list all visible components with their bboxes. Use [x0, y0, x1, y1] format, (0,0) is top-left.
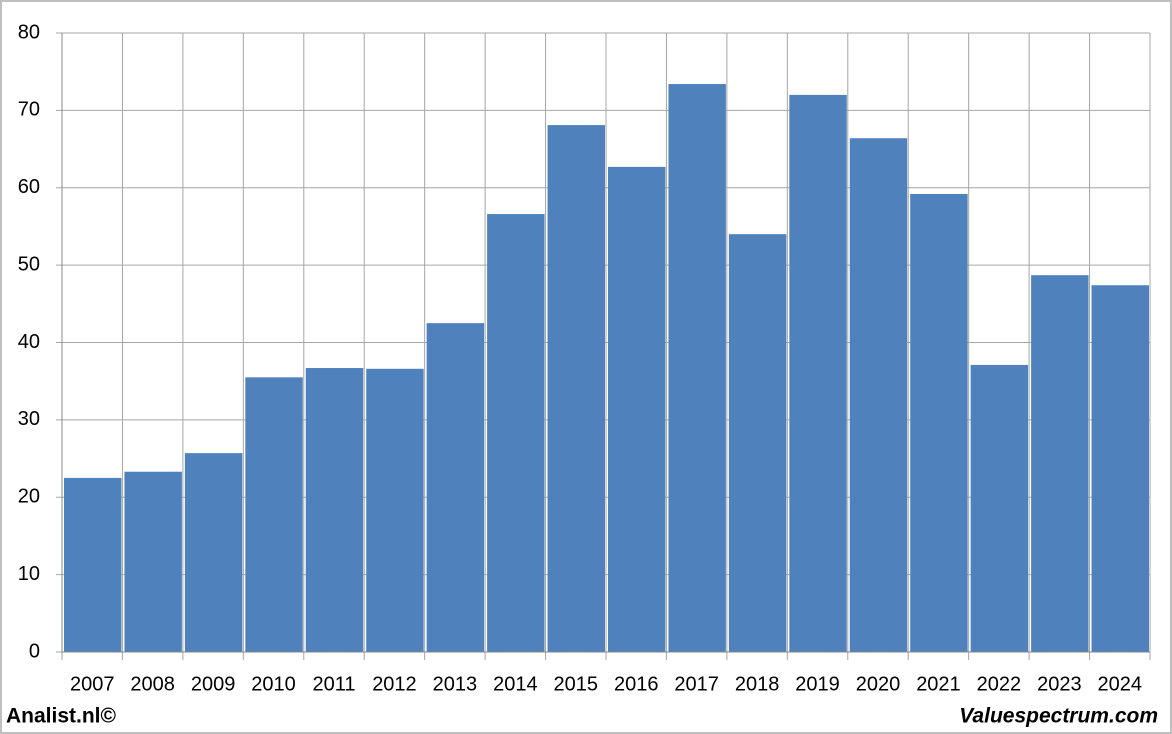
- bar: [668, 84, 726, 652]
- x-tick-label: 2008: [130, 673, 175, 695]
- footer-left: Analist.nl©: [6, 705, 117, 728]
- y-tick-label: 30: [18, 408, 40, 430]
- x-tick-label: 2015: [554, 673, 599, 695]
- x-tick-label: 2024: [1098, 673, 1143, 695]
- x-tick-label: 2019: [795, 673, 840, 695]
- bar: [910, 193, 968, 652]
- y-tick-label: 60: [18, 176, 40, 198]
- bar: [366, 368, 424, 652]
- x-tick-label: 2009: [191, 673, 236, 695]
- x-tick-label: 2022: [977, 673, 1022, 695]
- bar: [184, 453, 243, 652]
- x-tick-label: 2016: [614, 673, 659, 695]
- y-tick-label: 70: [18, 99, 40, 121]
- bar: [970, 364, 1029, 652]
- bar: [1091, 285, 1149, 652]
- x-tick-label: 2013: [433, 673, 478, 695]
- y-tick-label: 10: [18, 563, 40, 585]
- y-tick-label: 50: [18, 253, 40, 275]
- x-tick-label: 2007: [70, 673, 115, 695]
- y-tick-label: 20: [18, 486, 40, 508]
- x-tick-label: 2012: [372, 673, 417, 695]
- x-tick-label: 2021: [916, 673, 961, 695]
- y-tick-label: 0: [29, 640, 40, 662]
- bar: [547, 125, 605, 653]
- x-tick-label: 2011: [312, 673, 355, 695]
- y-tick-label: 40: [18, 331, 40, 353]
- bar: [245, 377, 303, 652]
- bar: [124, 471, 182, 652]
- x-tick-label: 2020: [856, 673, 901, 695]
- bar: [426, 323, 485, 652]
- footer-right: Valuespectrum.com: [959, 705, 1158, 728]
- x-tick-label: 2014: [493, 673, 538, 695]
- bar: [487, 214, 545, 652]
- x-tick-label: 2017: [674, 673, 719, 695]
- y-tick-label: 80: [18, 21, 40, 43]
- x-tick-label: 2023: [1037, 673, 1082, 695]
- bar: [849, 138, 908, 653]
- bar: [789, 94, 847, 652]
- x-tick-label: 2010: [251, 673, 296, 695]
- bar: [64, 477, 122, 652]
- bar: [305, 368, 364, 652]
- x-tick-label: 2018: [735, 673, 780, 695]
- bar: [728, 234, 787, 653]
- bar: [1031, 275, 1089, 652]
- bar: [608, 166, 666, 652]
